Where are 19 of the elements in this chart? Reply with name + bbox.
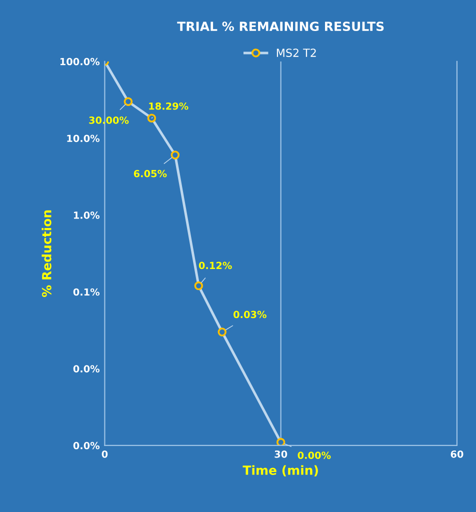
y-tick-label: 0.1% [73,288,100,296]
legend-label: MS2 T2 [276,48,316,57]
x-axis-title: Time (min) [242,465,318,476]
data-label: 0.12% [198,262,232,270]
y-tick-label: 100.0% [60,58,100,66]
data-label: 30.00% [89,116,129,124]
x-tick-label: 60 [450,450,464,458]
chart-title: TRIAL % REMAINING RESULTS [177,22,384,32]
y-tick-label: 0.0% [73,442,100,450]
y-tick-label: 10.0% [67,134,100,142]
data-label: 6.05% [134,170,167,178]
x-tick-label: 0 [102,450,108,458]
y-axis-title: % Reduction [42,210,52,298]
data-label: 0.03% [234,310,266,318]
x-tick-label: 30 [274,450,288,458]
data-label: 0.00% [298,452,331,459]
y-tick-label: 0.0% [73,365,100,372]
data-label: 18.29% [149,102,188,110]
y-tick-label: 1.0% [74,212,100,219]
